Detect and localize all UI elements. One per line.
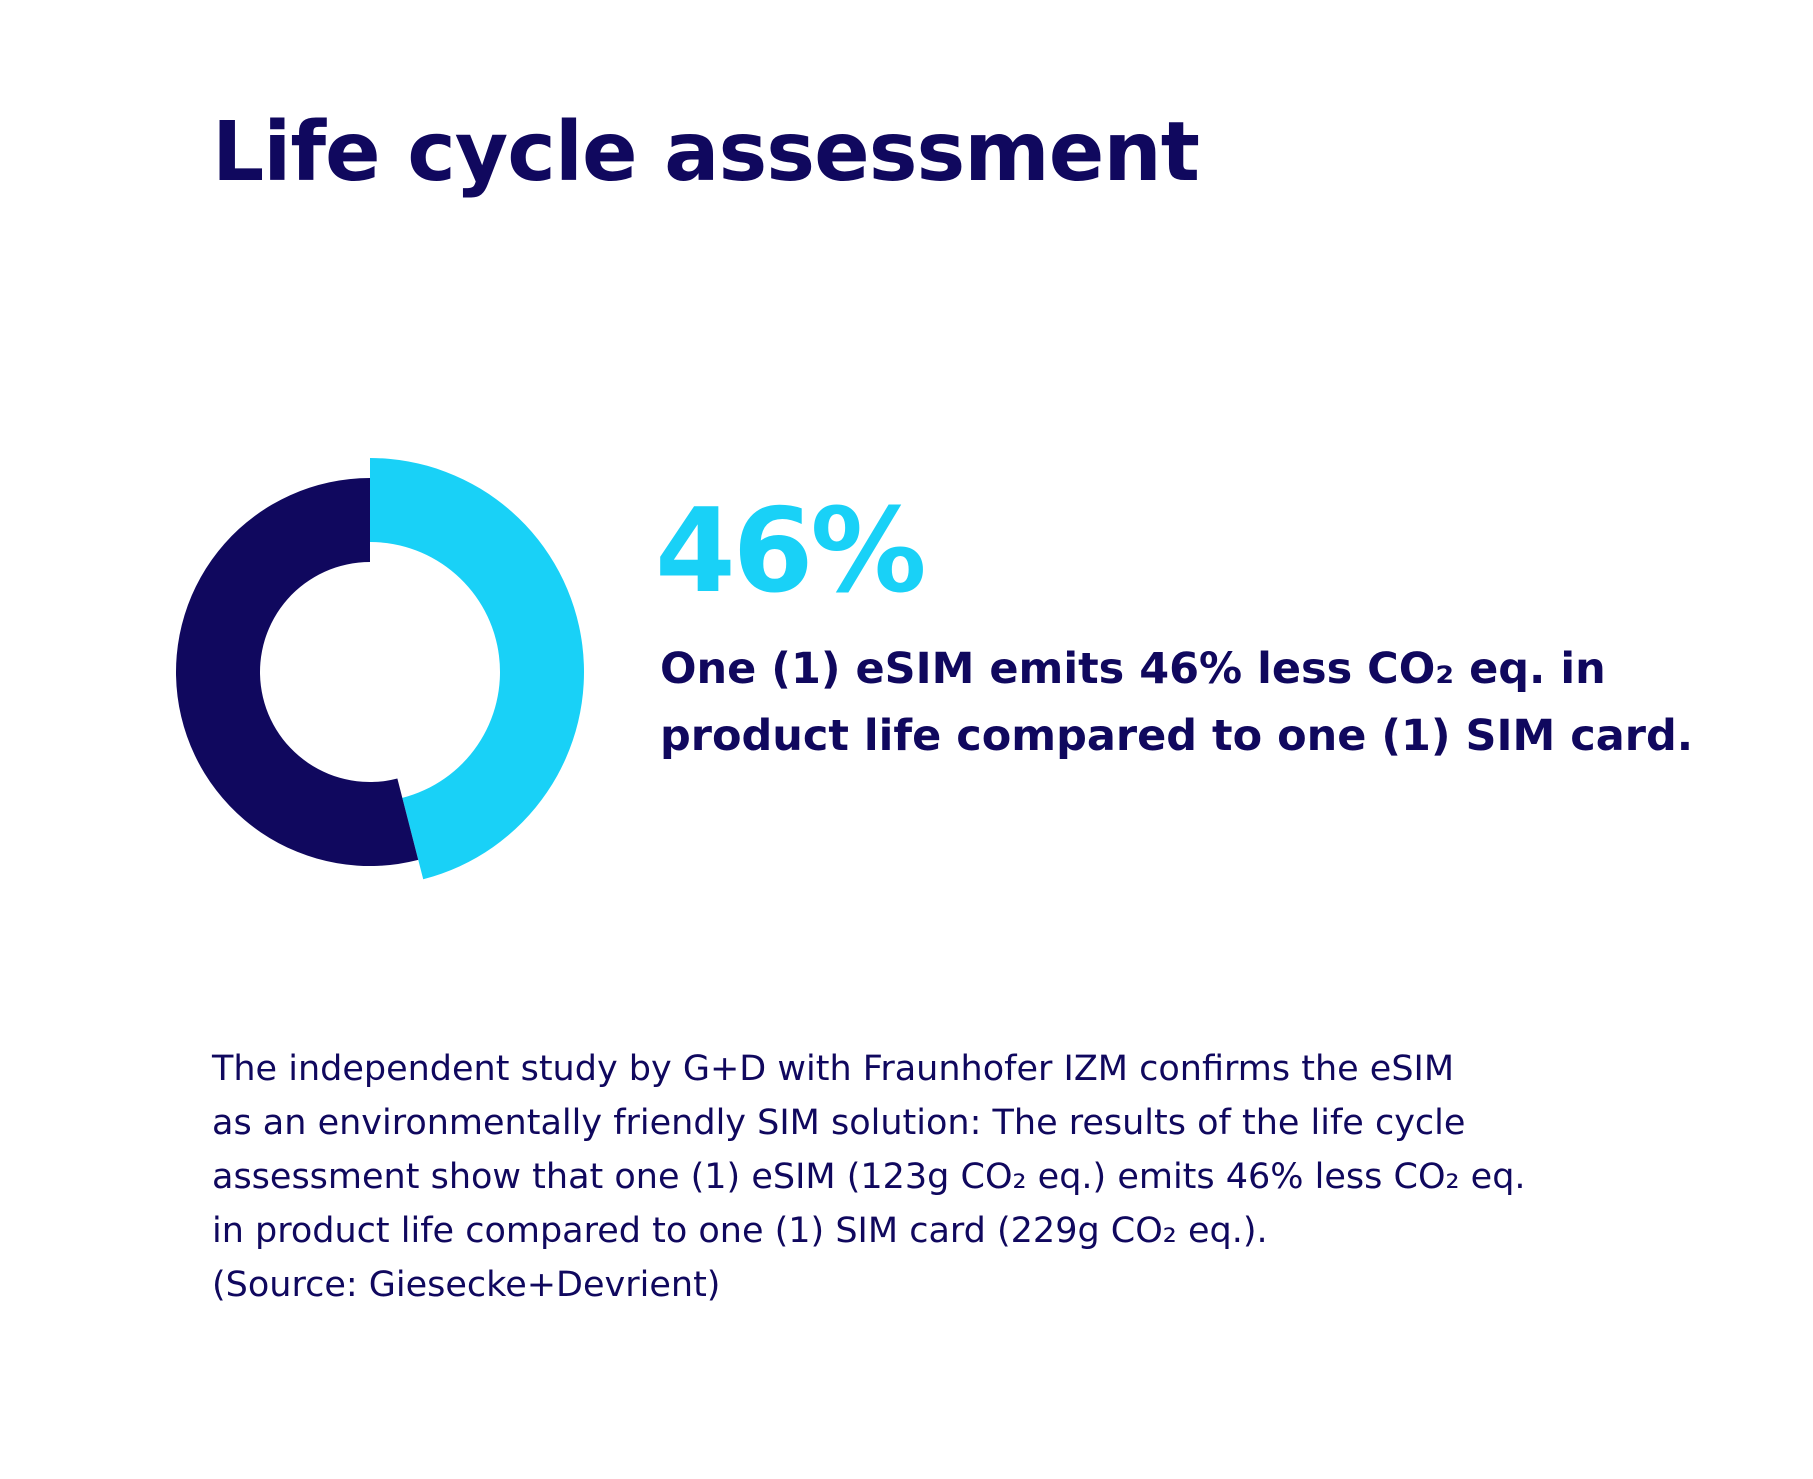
description-line: as an environmentally friendly SIM solut… [212, 1103, 1466, 1143]
donut-slice-0 [370, 458, 584, 880]
description-line: in product life compared to one (1) SIM … [212, 1211, 1268, 1251]
study-description: The independent study by G+D with Fraunh… [212, 1042, 1732, 1312]
description-line: assessment show that one (1) eSIM (123g … [212, 1157, 1526, 1197]
statement-line: One (1) eSIM emits 46% less CO₂ eq. in [660, 644, 1606, 694]
source-line: (Source: Giesecke+Devrient) [212, 1265, 721, 1305]
donut-chart [175, 458, 584, 880]
donut-slices [175, 458, 584, 880]
description-line: The independent study by G+D with Fraunh… [212, 1049, 1455, 1089]
highlight-percentage: 46% [655, 484, 927, 619]
page-title: Life cycle assessment [212, 105, 1200, 200]
donut-slice-1 [175, 478, 419, 866]
highlight-statement: One (1) eSIM emits 46% less CO₂ eq. in p… [660, 636, 1780, 770]
statement-line: product life compared to one (1) SIM car… [660, 711, 1694, 761]
